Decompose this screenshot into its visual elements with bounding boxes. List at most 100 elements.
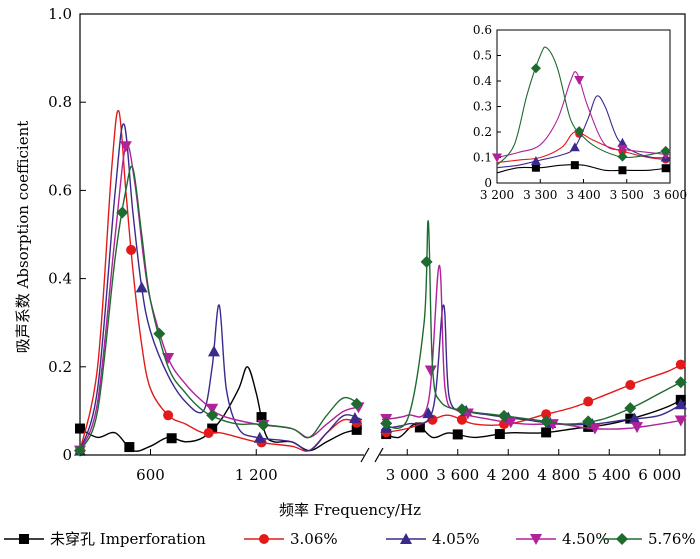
- data-point: [207, 345, 220, 357]
- inset-y-tick-label: 0.2: [473, 125, 492, 139]
- axis-break-gap: [364, 453, 380, 458]
- y-tick-label: 1.0: [48, 5, 72, 23]
- legend-label: 4.05%: [432, 530, 480, 548]
- inset-y-tick-label: 0.6: [473, 23, 492, 37]
- data-point: [126, 244, 137, 255]
- data-point: [207, 423, 218, 434]
- inset-series-line: [496, 131, 671, 164]
- inset-y-tick-label: 0.1: [473, 151, 492, 165]
- inset-x-tick-label: 3 500: [610, 188, 644, 202]
- data-point: [124, 442, 135, 453]
- data-point: [674, 398, 687, 410]
- data-point: [540, 415, 553, 428]
- data-point: [675, 359, 686, 370]
- inset-y-tick-label: 0.3: [473, 100, 492, 114]
- inset-data-point: [661, 164, 670, 173]
- inset-data-point: [617, 137, 628, 147]
- data-point: [674, 376, 687, 389]
- x-tick-label: 3 000: [386, 466, 429, 484]
- data-point: [257, 419, 270, 432]
- series-line-left: [79, 109, 363, 452]
- x-tick-label: 4 800: [537, 466, 580, 484]
- inset-data-point: [569, 142, 580, 152]
- data-point: [494, 429, 505, 440]
- main-plot-frame: [79, 13, 686, 463]
- data-point: [674, 415, 687, 427]
- x-tick-label: 600: [136, 466, 165, 484]
- inset-x-tick-label: 3 200: [480, 188, 514, 202]
- data-point: [456, 414, 467, 425]
- inset-data-point: [531, 163, 540, 172]
- data-point: [455, 403, 468, 416]
- data-point: [116, 206, 129, 219]
- data-point: [541, 427, 552, 438]
- y-tick-label: 0.6: [48, 181, 72, 199]
- axis-break-mark-left: [360, 447, 370, 463]
- x-tick-label: 6 000: [638, 466, 681, 484]
- data-point: [420, 255, 433, 268]
- data-point: [625, 379, 636, 390]
- data-point: [348, 411, 361, 423]
- inset-x-tick-label: 3 300: [523, 188, 557, 202]
- data-point: [498, 409, 511, 422]
- inset-plot: 0 0.1 0.2 0.3 0.4 0.5 0.6 3 200 3 300 3 400 3 500 3…: [473, 23, 687, 202]
- legend-marker: [400, 533, 412, 544]
- y-tick-label: 0.2: [48, 358, 72, 376]
- y-tick-label: 0.4: [48, 270, 72, 288]
- series-5: [74, 165, 687, 457]
- data-point: [541, 409, 552, 420]
- data-point: [166, 433, 177, 444]
- data-point: [153, 327, 166, 340]
- plot-border: [79, 13, 686, 456]
- inset-data-point: [618, 166, 627, 175]
- inset-series-5: [496, 46, 671, 166]
- legend-label: 未穿孔 Imperforation: [50, 530, 206, 548]
- axis-break-mark-right: [374, 447, 384, 463]
- y-tick-label: 0.8: [48, 93, 72, 111]
- inset-y-tick-label: 0: [484, 176, 492, 190]
- inset-series-line: [496, 164, 671, 174]
- inset-data-point: [617, 144, 628, 154]
- data-point: [380, 417, 393, 430]
- series-line-right: [381, 264, 686, 430]
- legend-marker: [19, 534, 29, 544]
- data-point: [256, 412, 267, 423]
- x-tick-label: 5 400: [588, 466, 631, 484]
- y-tick-label: 0: [62, 446, 72, 464]
- inset-data-point: [570, 161, 579, 170]
- inset-series-line: [496, 71, 671, 159]
- data-point: [163, 410, 174, 421]
- x-tick-label: 1 200: [235, 466, 278, 484]
- inset-series-line: [496, 95, 671, 169]
- data-point: [203, 427, 214, 438]
- y-axis-label: 吸声系数 Absorption coefficient: [14, 121, 32, 354]
- inset-y-tick-label: 0.5: [473, 49, 492, 63]
- inset-x-tick-label: 3 400: [566, 188, 600, 202]
- x-tick-label: 4 200: [487, 466, 530, 484]
- data-point: [75, 423, 85, 434]
- data-point: [119, 141, 132, 153]
- inset-series-3: [496, 95, 671, 169]
- inset-series-1: [496, 161, 671, 175]
- legend-marker: [616, 533, 628, 545]
- main-series-group: [74, 109, 687, 457]
- data-point: [351, 424, 362, 435]
- inset-x-tick-label: 3 600: [653, 188, 687, 202]
- series-line-left: [79, 143, 363, 451]
- inset-data-point: [530, 63, 541, 74]
- series-line-left: [79, 366, 363, 452]
- data-point: [624, 402, 637, 415]
- data-point: [206, 403, 219, 415]
- series-line-right: [381, 220, 686, 430]
- legend-label: 5.76%: [648, 530, 696, 548]
- inset-data-point: [617, 151, 628, 162]
- data-point: [350, 397, 363, 410]
- x-tick-label: 3 600: [436, 466, 479, 484]
- data-point: [74, 444, 86, 457]
- inset-y-tick-label: 0.4: [473, 74, 492, 88]
- legend-marker: [530, 534, 542, 545]
- legend-label: 3.06%: [290, 530, 338, 548]
- series-1: [75, 366, 686, 453]
- data-point: [422, 407, 435, 419]
